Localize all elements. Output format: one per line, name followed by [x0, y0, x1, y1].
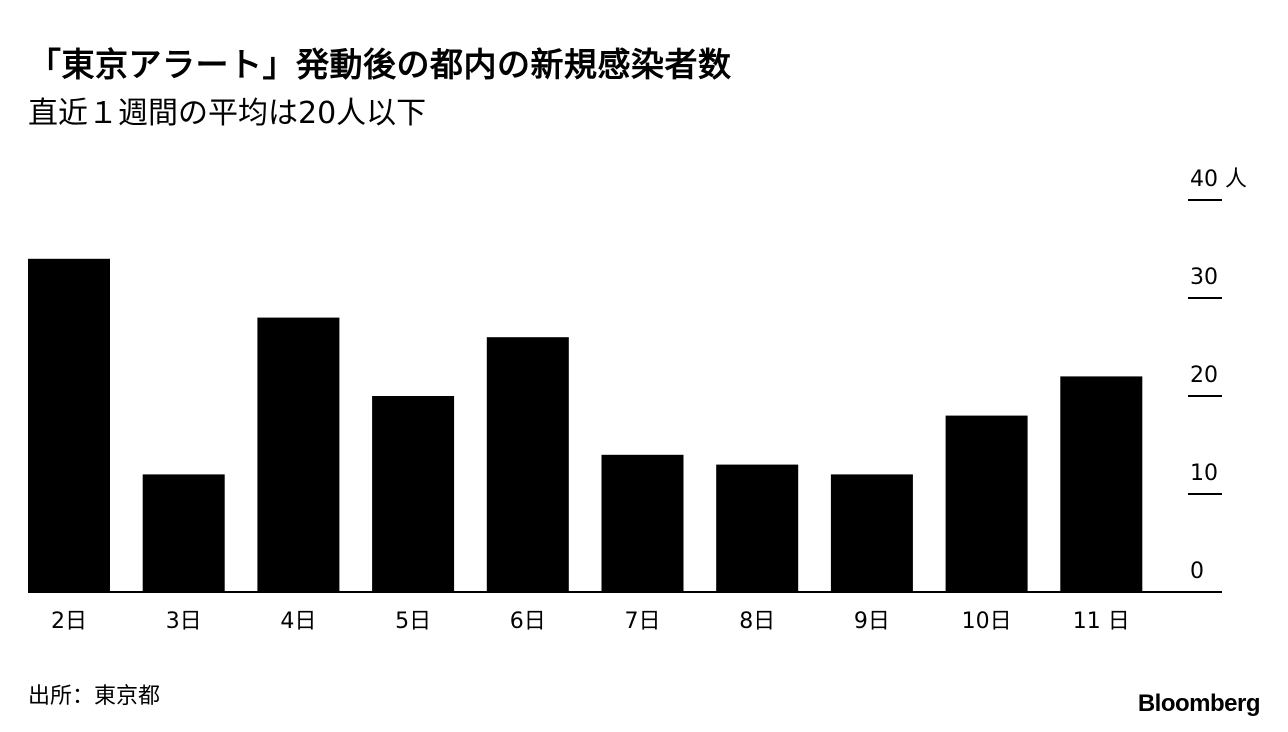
y-tick-label: 20 — [1190, 363, 1218, 388]
bars-group — [28, 258, 1143, 592]
chart-title: 「東京アラート」発動後の都内の新規感染者数 — [28, 45, 732, 84]
x-tick-label: 10日 — [962, 609, 1012, 634]
bar — [142, 474, 225, 592]
y-tick-label: 30 — [1190, 265, 1218, 290]
bar — [716, 464, 799, 592]
x-tick-label: 4日 — [280, 609, 316, 634]
y-axis: 0 10 20 30 40 人 — [1188, 167, 1247, 584]
bar — [257, 317, 340, 592]
bar — [601, 454, 684, 592]
bar — [945, 415, 1028, 592]
y-tick-label: 10 — [1190, 461, 1218, 486]
x-tick-label: 11 日 — [1073, 609, 1130, 634]
x-tick-label: 8日 — [739, 609, 775, 634]
y-tick-label: 0 — [1190, 559, 1204, 584]
bar — [486, 337, 569, 592]
bar — [372, 396, 455, 592]
bar — [28, 258, 110, 592]
chart-subtitle: 直近１週間の平均は20人以下 — [28, 96, 427, 131]
x-tick-label: 2日 — [51, 609, 87, 634]
bloomberg-logo: Bloomberg — [1137, 690, 1261, 717]
x-tick-label: 7日 — [625, 609, 661, 634]
x-tick-label: 3日 — [166, 609, 202, 634]
y-tick-label: 40 人 — [1190, 167, 1247, 192]
bar — [1060, 376, 1143, 592]
x-tick-label: 6日 — [510, 609, 546, 634]
bar — [830, 474, 913, 592]
x-tick-label: 9日 — [854, 609, 890, 634]
x-axis-labels: 2日 3日 4日 5日 6日 7日 8日 9日 10日 11 日 — [51, 609, 1130, 634]
source-note: 出所：東京都 — [28, 684, 161, 709]
x-tick-label: 5日 — [395, 609, 431, 634]
